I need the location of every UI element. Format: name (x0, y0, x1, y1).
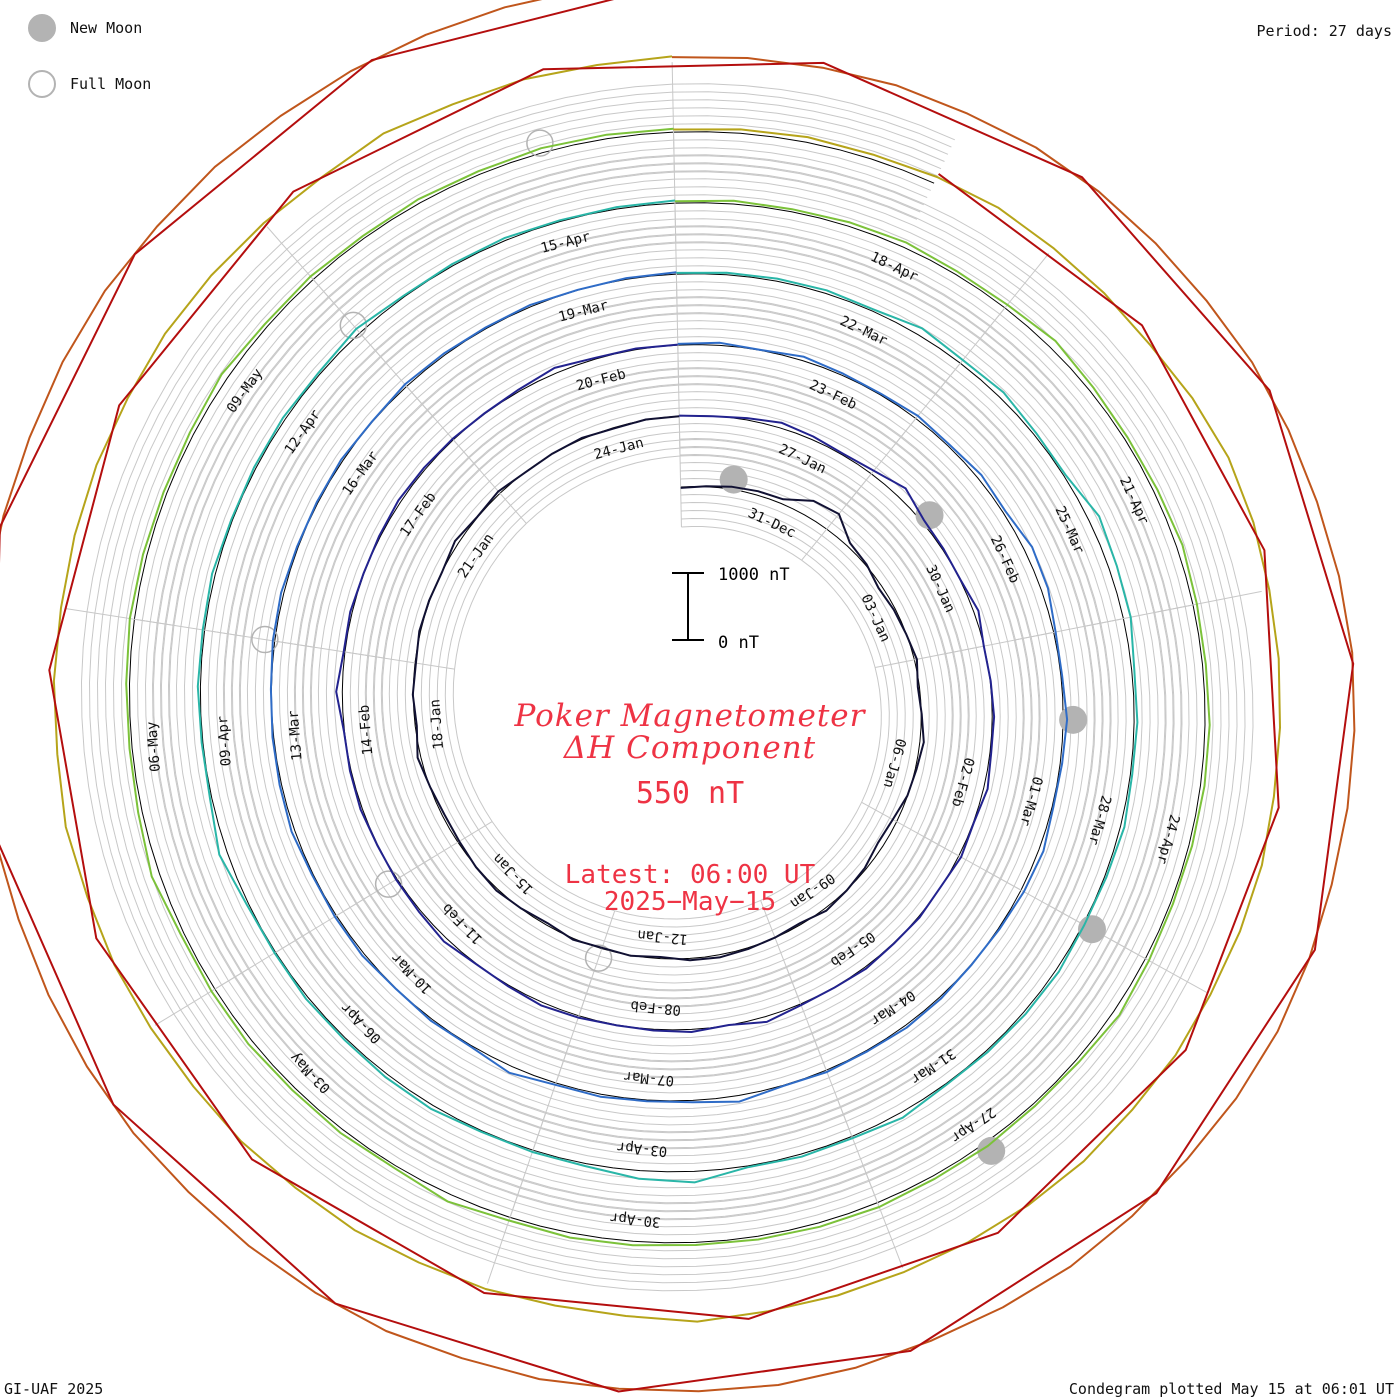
date-label: 21-Apr (1116, 474, 1152, 527)
date-label: 24-Jan (592, 435, 645, 463)
date-label: 25-Mar (1051, 504, 1087, 557)
grid-layer (65, 62, 1262, 1292)
full-moon-marker (251, 625, 279, 654)
moon-layer (251, 129, 1106, 1165)
scale-bar-top-label: 1000 nT (718, 565, 790, 585)
credit-label: GI-UAF 2025 (4, 1380, 104, 1398)
scale-bar: 1000 nT 0 nT (672, 565, 790, 653)
latest-date: 2025−May−15 (603, 887, 777, 917)
new-moon-icon (28, 14, 56, 42)
date-label: 07-Mar (623, 1068, 675, 1089)
legend-new-moon: New Moon (28, 14, 142, 42)
date-label: 18-Jan (427, 699, 447, 751)
date-label: 23-Feb (807, 377, 860, 413)
chart-title: Poker Magnetometer (514, 698, 866, 734)
grid-spiral-5 (120, 123, 1214, 1252)
date-label: 08-Feb (630, 997, 682, 1018)
chart-component: ΔH Component (563, 730, 817, 766)
day-spoke (65, 607, 175, 626)
date-label: 03-May (287, 1049, 334, 1096)
trace-turn-2 (335, 343, 996, 1033)
legend-new-moon-label: New Moon (70, 19, 143, 37)
grid-spiral-4 (136, 139, 1198, 1236)
latest-time: Latest: 06:00 UT (564, 860, 816, 890)
new-moon-marker (977, 1136, 1006, 1165)
day-spoke (486, 1179, 524, 1284)
trace-turn-1 (411, 415, 925, 962)
full-moon-marker (584, 944, 613, 972)
chart-range: 550 nT (635, 776, 745, 811)
grid-spiral-8 (96, 99, 1238, 1276)
day-spoke (1110, 938, 1207, 993)
date-label: 27-Jan (776, 441, 829, 477)
date-label: 22-Mar (837, 313, 890, 349)
grid-spiral-0 (168, 171, 1166, 1204)
day-spoke (1153, 590, 1262, 614)
grid-spiral-2 (152, 155, 1182, 1220)
full-moon-marker (339, 311, 368, 340)
trace-turn-4 (196, 199, 1139, 1184)
date-label: 13-Mar (286, 710, 306, 762)
grid-spiral-6 (112, 115, 1222, 1260)
grid-spiral-1 (160, 163, 1174, 1212)
legend-full-moon: Full Moon (28, 70, 151, 98)
full-moon-marker (526, 129, 554, 157)
trace-turn-8 (0, 0, 1355, 1393)
date-label: 09-Apr (215, 715, 235, 767)
date-label: 12-Jan (637, 926, 689, 947)
trace-turn-7 (0, 0, 1356, 1393)
baseline-spiral (128, 131, 1206, 1244)
scale-bar-bottom-label: 0 nT (718, 633, 759, 653)
grid-spiral-7 (104, 107, 1230, 1268)
trace-turn-6 (52, 55, 1281, 1323)
trace-turn-3 (269, 271, 1069, 1104)
day-spoke (266, 226, 340, 310)
date-label: 14-Feb (356, 704, 376, 756)
date-label: 18-Apr (868, 249, 921, 285)
full-moon-icon (28, 70, 56, 98)
date-label: 03-Apr (616, 1138, 668, 1159)
legend-full-moon-label: Full Moon (70, 75, 152, 93)
grid-spiral-3 (144, 147, 1190, 1228)
series-layer (0, 0, 1356, 1393)
day-spoke (671, 62, 675, 173)
trace-turn-5 (125, 127, 1211, 1247)
full-moon-marker (374, 870, 403, 898)
date-label: 30-Apr (609, 1209, 661, 1230)
new-moon-marker (1059, 705, 1088, 734)
plotted-label: Condegram plotted May 15 at 06:01 UT (1068, 1380, 1394, 1398)
grid-spiral-9 (88, 91, 1246, 1284)
day-spoke (154, 968, 250, 1026)
day-spoke (862, 1165, 904, 1269)
date-label: 26-Feb (987, 533, 1023, 586)
period-label: Period: 27 days (1256, 22, 1392, 40)
day-spoke (979, 253, 1050, 340)
date-label: 06-May (144, 721, 164, 773)
new-moon-marker (915, 501, 944, 530)
grid-spiral-10 (80, 83, 1254, 1292)
date-label: 30-Jan (922, 563, 958, 616)
